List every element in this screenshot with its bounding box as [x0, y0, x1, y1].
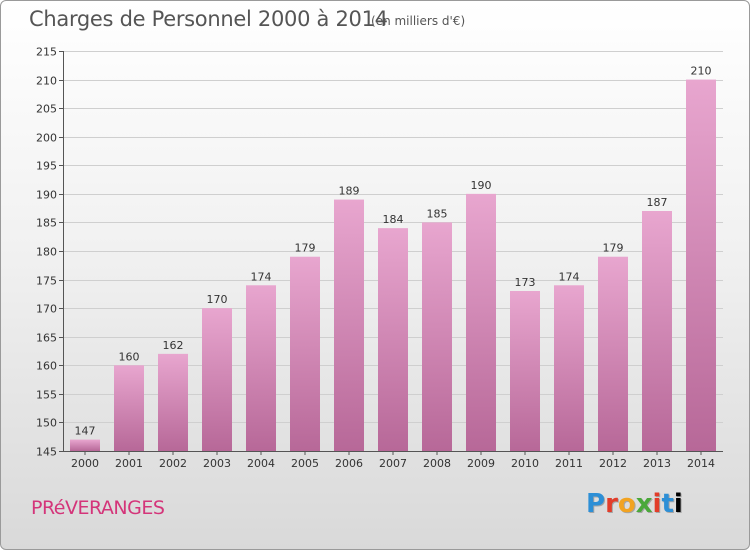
- axes: [59, 51, 723, 455]
- proxiti-logo[interactable]: Proxiti: [586, 489, 683, 519]
- bar-value-label: 170: [207, 293, 228, 306]
- logo-letter: x: [635, 489, 653, 519]
- bar-value-label: 147: [75, 425, 96, 438]
- x-tick-label: 2001: [115, 457, 143, 470]
- x-tick-label: 2005: [291, 457, 319, 470]
- x-tick-label: 2012: [599, 457, 627, 470]
- y-tick-label: 155: [36, 389, 57, 402]
- chart-subtitle: (en milliers d'€): [371, 14, 466, 28]
- x-tick-label: 2008: [423, 457, 451, 470]
- bar-value-label: 162: [163, 339, 184, 352]
- bar-value-label: 179: [603, 242, 624, 255]
- commune-name: PRéVERANGES: [31, 497, 165, 519]
- bar-value-label: 174: [251, 270, 272, 283]
- bar: [114, 365, 144, 451]
- chart-title: Charges de Personnel 2000 à 2014: [29, 7, 388, 31]
- bar: [510, 291, 540, 451]
- bar: [466, 193, 496, 451]
- logo-letter: P: [586, 489, 606, 519]
- x-tick-label: 2002: [159, 457, 187, 470]
- bar-value-label: 189: [339, 185, 360, 198]
- y-tick-label: 175: [36, 275, 57, 288]
- y-tick-label: 185: [36, 217, 57, 230]
- y-tick-label: 170: [36, 303, 57, 316]
- x-tick-label: 2007: [379, 457, 407, 470]
- y-tick-label: 205: [36, 103, 57, 116]
- labels: 145 150 155 160 165 170 175 180 185 190 195 200 205 2…: [36, 46, 715, 471]
- bar: [158, 353, 188, 451]
- bar-value-label: 174: [559, 270, 580, 283]
- y-tick-label: 160: [36, 360, 57, 373]
- logo-letter: i: [652, 489, 662, 519]
- y-tick-label: 200: [36, 132, 57, 145]
- x-tick-label: 2006: [335, 457, 363, 470]
- bar: [422, 222, 452, 451]
- bar-value-label: 185: [427, 207, 448, 220]
- bar-value-label: 184: [383, 213, 404, 226]
- y-tick-label: 195: [36, 160, 57, 173]
- y-tick-label: 145: [36, 446, 57, 459]
- x-tick-label: 2011: [555, 457, 583, 470]
- bar-value-label: 210: [691, 65, 712, 78]
- y-tick-label: 215: [36, 46, 57, 59]
- y-tick-label: 180: [36, 246, 57, 259]
- x-tick-label: 2009: [467, 457, 495, 470]
- bar-value-label: 187: [647, 196, 668, 209]
- bar: [202, 308, 232, 451]
- bar: [334, 199, 364, 451]
- bar: [686, 79, 716, 452]
- bars: [70, 79, 716, 452]
- x-tick-label: 2004: [247, 457, 275, 470]
- bar: [598, 256, 628, 451]
- bar: [290, 256, 320, 451]
- x-tick-label: 2003: [203, 457, 231, 470]
- x-tick-label: 2010: [511, 457, 539, 470]
- y-tick-label: 210: [36, 75, 57, 88]
- y-tick-label: 190: [36, 189, 57, 202]
- logo-letter: t: [661, 489, 674, 519]
- y-tick-label: 165: [36, 332, 57, 345]
- bar: [70, 439, 100, 451]
- bar-value-label: 160: [119, 350, 140, 363]
- bar: [642, 211, 672, 451]
- x-tick-label: 2013: [643, 457, 671, 470]
- bar-value-label: 173: [515, 276, 536, 289]
- x-tick-label: 2000: [71, 457, 99, 470]
- bar: [246, 285, 276, 451]
- x-tick-label: 2014: [687, 457, 715, 470]
- y-tick-label: 150: [36, 417, 57, 430]
- logo-letter: o: [617, 489, 636, 519]
- bar: [554, 285, 584, 451]
- logo-letter: r: [605, 489, 618, 519]
- logo-letter: i: [673, 489, 683, 519]
- bar-value-label: 179: [295, 242, 316, 255]
- bar: [378, 228, 408, 451]
- bar-value-label: 190: [471, 179, 492, 192]
